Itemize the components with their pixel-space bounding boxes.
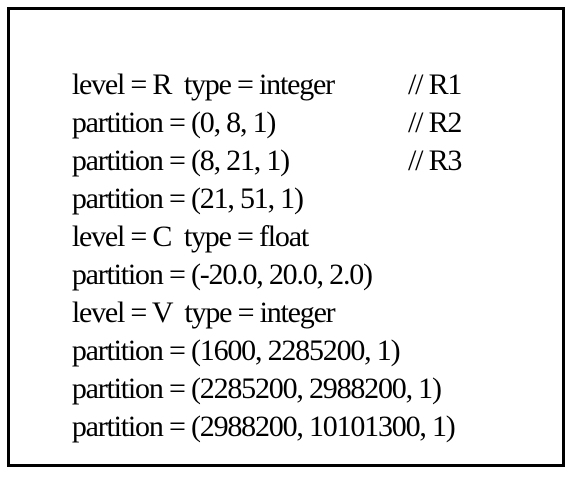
code-text: level = R type = integer — [71, 68, 335, 101]
code-line-level-c: level = C type = float — [34, 180, 455, 253]
code-line-partition-r3: partition = (21, 51, 1) // R3 — [34, 142, 463, 215]
code-text: level = C type = float — [71, 220, 309, 253]
code-text: partition = (1600, 2285200, 1) — [71, 334, 401, 367]
code-text: partition = (21, 51, 1) — [71, 182, 304, 215]
code-lines: level = R type = integer partition = (0,… — [34, 28, 463, 443]
code-text: partition = (2988200, 10101300, 1) — [71, 410, 456, 443]
code-comment: // R1 — [408, 68, 462, 101]
code-text: partition = (0, 8, 1) — [71, 106, 277, 139]
code-box: level = R type = integer partition = (0,… — [7, 7, 565, 467]
code-comment: // R3 — [408, 144, 462, 177]
code-text: level = V type = integer — [71, 296, 336, 329]
code-comment: // R2 — [408, 106, 462, 139]
code-text: partition = (-20.0, 20.0, 2.0) — [71, 258, 373, 291]
code-line-level-r: level = R type = integer — [34, 28, 455, 101]
code-line-partition-c: partition = (-20.0, 20.0, 2.0) — [34, 218, 455, 291]
code-text: partition = (8, 21, 1) — [71, 144, 290, 177]
code-text: partition = (2285200, 2988200, 1) — [71, 372, 442, 405]
code-line-partition-v3: partition = (2988200, 10101300, 1) — [34, 370, 456, 443]
code-line-partition-v1: partition = (1600, 2285200, 1) — [34, 294, 455, 367]
code-line-partition-r2: partition = (8, 21, 1) // R2 — [34, 104, 463, 177]
code-line-partition-r1: partition = (0, 8, 1) // R1 — [34, 66, 463, 139]
code-line-level-v: level = V type = integer — [34, 256, 455, 329]
code-line-partition-v2: partition = (2285200, 2988200, 1) — [34, 332, 455, 405]
